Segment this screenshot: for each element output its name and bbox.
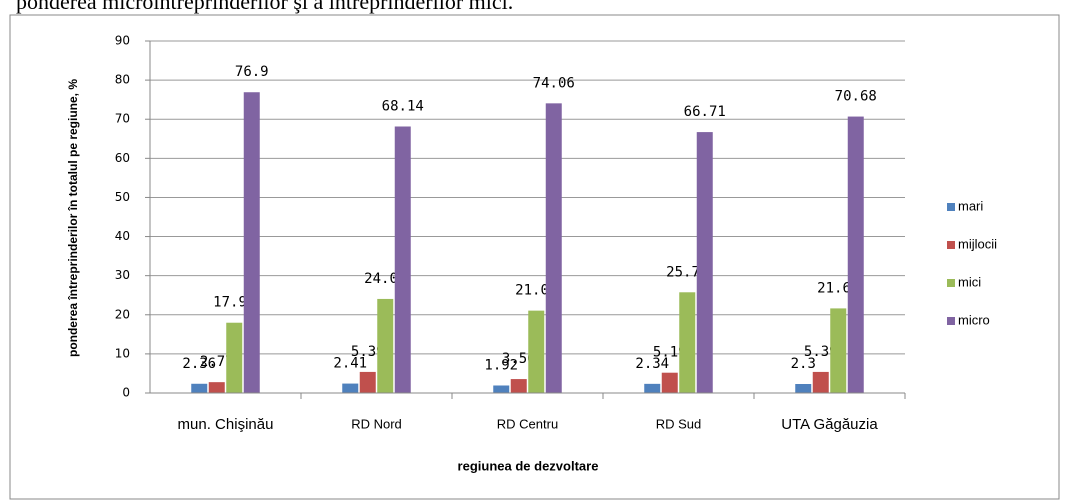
value-label: 76.9 <box>235 64 269 80</box>
chart-frame <box>9 14 1060 500</box>
legend-label: mijlocii <box>958 236 997 251</box>
legend-swatch <box>947 279 955 287</box>
bar <box>696 132 713 393</box>
legend-label: mici <box>958 274 981 289</box>
bar <box>644 383 661 393</box>
y-tick-label: 40 <box>115 229 130 243</box>
bar <box>812 371 829 393</box>
bar <box>493 385 510 393</box>
value-label: 2.77 <box>200 354 234 370</box>
y-axis-title: ponderea întreprinderilor în totalul pe … <box>66 79 80 357</box>
bar <box>661 372 678 393</box>
bar <box>243 92 260 393</box>
value-label: 5.19 <box>653 345 687 361</box>
y-tick-label: 0 <box>122 386 130 400</box>
legend-swatch <box>947 203 955 211</box>
y-tick-label: 70 <box>115 112 130 126</box>
legend-swatch <box>947 241 955 249</box>
value-label: 5.39 <box>351 344 385 360</box>
legend-label: mari <box>958 198 983 213</box>
caption: ponderea microîntreprinderilor şi a într… <box>16 0 513 14</box>
x-tick-label: RD Nord <box>351 416 402 431</box>
value-label: 2.41 <box>333 356 367 372</box>
y-tick-label: 10 <box>115 346 130 360</box>
y-tick-label: 50 <box>115 190 130 204</box>
y-tick-label: 60 <box>115 151 130 165</box>
legend-swatch <box>947 317 955 325</box>
bar <box>847 116 864 393</box>
value-label: 2.3 <box>791 356 816 372</box>
x-axis-title: regiunea de dezvoltare <box>458 458 599 473</box>
bar <box>208 382 225 393</box>
value-label: 2.36 <box>182 356 216 372</box>
y-tick-label: 90 <box>115 34 130 48</box>
y-tick-label: 20 <box>115 307 130 321</box>
bar <box>679 292 696 393</box>
bar <box>528 310 545 393</box>
y-tick-label: 80 <box>115 73 130 87</box>
y-tick-label: 30 <box>115 268 130 282</box>
value-label: 70.68 <box>835 89 877 105</box>
x-tick-label: RD Centru <box>497 416 558 431</box>
value-label: 66.71 <box>684 104 726 120</box>
bar <box>377 298 394 393</box>
bar <box>545 103 562 393</box>
bar <box>191 383 208 393</box>
value-label: 68.14 <box>382 98 424 114</box>
value-label: 5.39 <box>804 344 838 360</box>
bar <box>359 371 376 393</box>
bar <box>394 126 411 393</box>
x-tick-label: mun. Chişinău <box>178 416 274 433</box>
bar <box>510 379 527 393</box>
value-label: 74.06 <box>533 75 575 91</box>
value-label: 1.92 <box>484 357 518 373</box>
value-label: 2.34 <box>635 356 669 372</box>
bar <box>795 384 812 393</box>
legend-label: micro <box>958 312 990 327</box>
bar <box>342 383 359 393</box>
bar <box>226 322 243 393</box>
x-tick-label: RD Sud <box>656 416 702 431</box>
bar <box>830 308 847 393</box>
value-label: 3.56 <box>502 351 536 367</box>
x-tick-label: UTA Găgăuzia <box>781 416 878 433</box>
